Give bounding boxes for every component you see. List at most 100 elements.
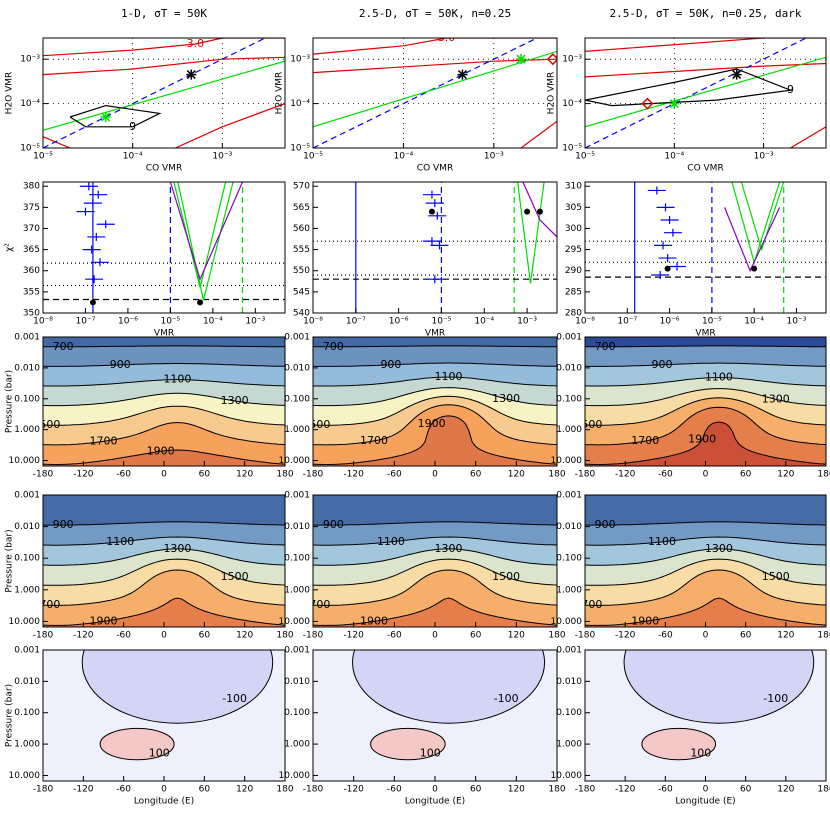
- errorbar-marker: [83, 199, 102, 208]
- x-tick-label: 120: [508, 470, 525, 480]
- y-tick-label: 1.000: [556, 740, 582, 750]
- y-tick-label: 0.100: [556, 708, 582, 718]
- contour-band: [585, 422, 826, 466]
- contour-band: [313, 415, 557, 466]
- contour-line: [313, 345, 557, 348]
- contour-region: [370, 727, 446, 761]
- y-axis-label: Pressure (bar): [5, 684, 15, 747]
- contour-label: 900: [595, 518, 616, 531]
- contour-label: 1500: [574, 418, 602, 431]
- y-axis-label: H2O VMR: [275, 72, 285, 115]
- y-tick-label: 375: [23, 203, 40, 213]
- star-marker: [731, 69, 742, 80]
- axes-frame: [42, 37, 286, 149]
- contour-label: 100: [149, 747, 170, 760]
- contour-label: 700: [595, 340, 616, 353]
- x-tick-label: 180: [817, 785, 830, 795]
- contour-label: 1300: [705, 542, 733, 555]
- contour-line: [313, 387, 557, 407]
- x-tick-label: 60: [740, 470, 752, 480]
- y-tick-label: 0.100: [14, 708, 40, 718]
- axes-frame: [312, 649, 558, 782]
- contour-label: 100: [690, 747, 711, 760]
- panel-title: 1-D, σT = 50K: [121, 7, 207, 20]
- y-tick-label: 0.100: [556, 394, 582, 404]
- line-label: 3.0: [187, 37, 205, 50]
- x-tick-label: -120: [73, 631, 94, 641]
- circle-marker: [751, 265, 758, 272]
- contour-label: 1300: [492, 392, 520, 405]
- plot-area: 900 1100 1300 1500 1700 1900: [585, 495, 826, 627]
- contour-region: [81, 650, 274, 724]
- plot-area: 700 900 1100 1300 1500 1700 1900: [313, 337, 557, 466]
- star-marker: [100, 111, 111, 122]
- x-axis-label: Longitude (E): [675, 797, 735, 807]
- x-tick-label: 10⁻⁶: [660, 317, 680, 327]
- y-tick-label: 10⁻³: [562, 55, 582, 65]
- circle-marker: [664, 265, 671, 272]
- diamond-marker: [546, 53, 557, 66]
- star-marker: [516, 54, 527, 65]
- y-tick-label: 10⁻⁴: [290, 99, 310, 109]
- star-marker: [669, 98, 680, 109]
- contour-line: [585, 521, 826, 526]
- y-tick-label: 550: [293, 266, 310, 276]
- contour-label: 1100: [435, 370, 463, 383]
- x-tick-label: -60: [658, 631, 673, 641]
- panel: 700 900 1100 1300 1500 1700 1900 -180 -120 -60 0 60…: [551, 333, 830, 480]
- contour-label: 1900: [418, 417, 446, 430]
- x-tick-label: 10⁻⁸: [303, 317, 323, 327]
- x-tick-label: 60: [740, 631, 752, 641]
- errorbar-marker: [422, 190, 441, 199]
- contour-label: 1700: [360, 434, 388, 447]
- x-tick-label: -60: [116, 631, 131, 641]
- axes-frame: [584, 181, 827, 314]
- x-tick-label: -120: [73, 470, 94, 480]
- y-tick-label: 0.001: [14, 646, 40, 656]
- y-tick-label: 10.000: [551, 456, 583, 466]
- y-tick-label: 0.010: [14, 522, 40, 532]
- y-tick-label: 0.001: [284, 646, 310, 656]
- plot-area: 3.09: [43, 37, 285, 148]
- x-tick-label: 180: [276, 631, 293, 641]
- plot-area: 900 1100 1300 1500 1700 1900: [32, 495, 285, 627]
- contour-label: 1900: [90, 614, 118, 627]
- contour-line: [313, 558, 557, 586]
- series-line: [169, 182, 244, 281]
- axes-frame: [584, 649, 827, 782]
- x-tick-label: 10⁻⁴: [474, 317, 494, 327]
- x-tick-label: 10⁻⁵: [303, 152, 323, 162]
- errorbar-marker: [425, 275, 444, 284]
- x-tick-label: 0: [703, 785, 709, 795]
- y-tick-label: 0.010: [14, 363, 40, 373]
- x-tick-label: 10⁻³: [245, 317, 265, 327]
- series-line: [724, 207, 781, 273]
- y-tick-label: 1.000: [556, 585, 582, 595]
- y-tick-label: 10⁻⁴: [20, 99, 40, 109]
- y-tick-label: 365: [23, 245, 40, 255]
- contour-label: 1900: [360, 614, 388, 627]
- contour-label: 900: [380, 358, 401, 371]
- x-tick-label: 10⁻⁵: [702, 317, 722, 327]
- x-tick-label: 10⁻⁷: [76, 317, 96, 327]
- series-line: [520, 120, 557, 148]
- errorbar-marker: [87, 232, 106, 241]
- axes-frame: [312, 494, 558, 628]
- contour-line: [313, 395, 557, 426]
- contour-label: 900: [110, 358, 131, 371]
- series-line: [43, 136, 71, 148]
- contour-label: -100: [494, 692, 519, 705]
- contour-label: 1700: [32, 598, 60, 611]
- x-tick-label: 120: [508, 631, 525, 641]
- contour-line: [585, 397, 826, 426]
- panel: -500-300-100100-180-120-600601201800.001…: [551, 646, 830, 807]
- y-tick-label: 0.100: [284, 394, 310, 404]
- axes-frame: [42, 336, 286, 467]
- series-line: [43, 60, 285, 131]
- x-tick-label: 180: [548, 785, 565, 795]
- circle-marker: [536, 208, 543, 215]
- x-tick-label: 10⁻³: [517, 317, 537, 327]
- y-tick-label: 1.000: [556, 425, 582, 435]
- x-axis-label: CO VMR: [146, 164, 182, 174]
